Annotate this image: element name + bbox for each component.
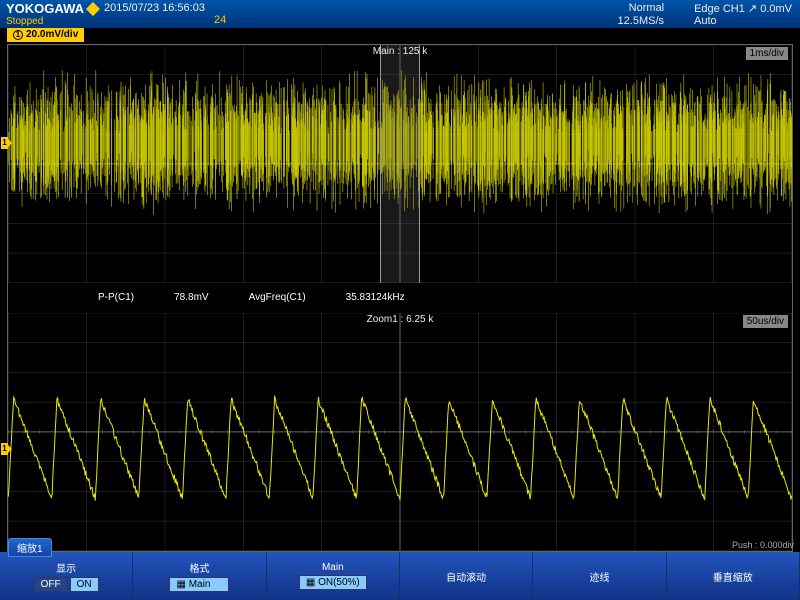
trigger-desc: Edge CH1 ↗ 0.0mV — [694, 2, 792, 15]
trigger-mode: Auto — [694, 15, 792, 27]
menu-item-3[interactable]: 自动滚动 — [400, 552, 533, 600]
main-pane[interactable]: Main : 125 k 1ms/div 1 — [8, 45, 792, 283]
zoom-pane-title: Zoom1 : 6.25 k — [367, 314, 434, 325]
push-readout: Push : 0.000div — [732, 540, 794, 550]
menu-item-title: 迹线 — [589, 569, 609, 584]
channel-scale: 20.0mV/div — [26, 28, 78, 42]
main-pane-title: Main : 125 k — [373, 46, 427, 57]
menu-item-0[interactable]: 显示OFFON — [0, 552, 133, 600]
sample-rate: 12.5MS/s — [618, 15, 664, 27]
menu-item-4[interactable]: 迹线 — [533, 552, 666, 600]
meas1-val: 78.8mV — [174, 292, 208, 303]
zoom-pane[interactable]: Zoom1 : 6.25 k 50us/div 1 — [8, 313, 792, 551]
ch1-marker-main[interactable]: 1 — [1, 137, 8, 149]
ch1-marker-zoom[interactable]: 1 — [1, 443, 8, 455]
zoom-waveform-svg — [8, 313, 792, 551]
zoom-region-indicator[interactable] — [380, 45, 419, 283]
menu-item-title: 格式 — [189, 560, 209, 575]
soft-menu: 缩放1 显示OFFON格式▦ MainMain▦ ON(50%)自动滚动迹线垂直… — [0, 552, 800, 600]
measurement-row: P-P(C1) 78.8mV AvgFreq(C1) 35.83124kHz — [8, 283, 792, 313]
acq-status: Stopped — [6, 16, 43, 27]
menu-item-title: 自动滚动 — [446, 569, 486, 584]
waveform-display: Main : 125 k 1ms/div 1 P-P(C1) 78.8mV Av… — [7, 44, 793, 552]
meas1-label: P-P(C1) — [98, 292, 134, 303]
top-bar: YOKOGAWA Stopped 2015/07/23 16:56:03 24 … — [0, 0, 800, 28]
menu-item-title: Main — [322, 562, 344, 573]
menu-item-1[interactable]: 格式▦ Main — [133, 552, 266, 600]
menu-item-title: 垂直缩放 — [713, 569, 753, 584]
channel-id-icon: 1 — [13, 30, 23, 40]
acq-mode: Normal — [629, 2, 664, 15]
menu-item-5[interactable]: 垂直缩放 — [667, 552, 800, 600]
main-timediv: 1ms/div — [746, 47, 788, 60]
zoom-timediv: 50us/div — [743, 315, 788, 328]
datetime: 2015/07/23 16:56:03 — [104, 2, 205, 14]
meas2-label: AvgFreq(C1) — [249, 292, 306, 303]
channel-badge[interactable]: 1 20.0mV/div — [7, 28, 84, 42]
brand: YOKOGAWA — [6, 1, 98, 16]
status-count: 24 — [214, 14, 226, 26]
menu-item-2[interactable]: Main▦ ON(50%) — [267, 552, 400, 600]
menu-item-title: 显示 — [56, 560, 76, 575]
brand-diamond-icon — [86, 1, 100, 15]
meas2-val: 35.83124kHz — [346, 292, 405, 303]
